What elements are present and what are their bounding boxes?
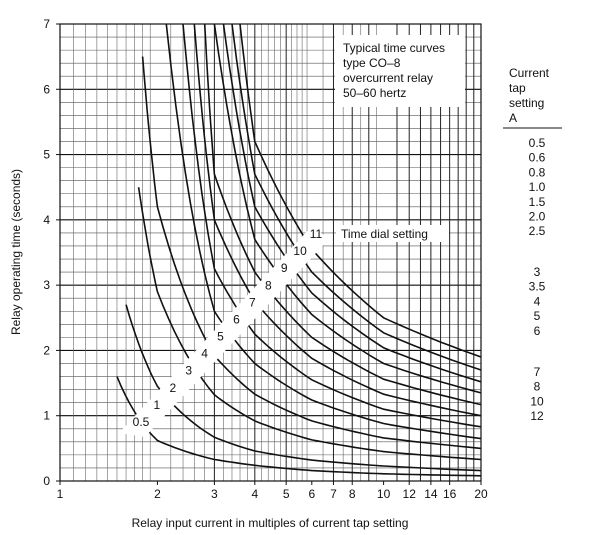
dial-label-5: 5 (217, 330, 224, 344)
tap-value: 0.5 (529, 136, 546, 150)
dial-label-1: 1 (154, 398, 161, 412)
dial-label-band (119, 226, 329, 437)
current-tap-setting-table: Current tap setting A 0.50.60.81.01.52.0… (503, 66, 562, 423)
y-axis-ticks: 0 1 2 3 4 5 6 7 (43, 17, 60, 488)
x-tick-label: 14 (424, 487, 438, 501)
chart-grid (60, 24, 481, 481)
x-tick-label: 3 (211, 487, 218, 501)
time-curve-dial-10 (231, 23, 482, 371)
note-line-2: type CO–8 (343, 56, 401, 70)
tap-value: 6 (534, 324, 541, 338)
x-tick-label: 16 (443, 487, 457, 501)
time-curve-dial-6 (193, 23, 482, 417)
tap-header-line-3: setting (509, 96, 544, 110)
x-tick-label: 20 (474, 487, 488, 501)
time-dial-setting-title: Time dial setting (341, 227, 428, 241)
tap-value: 4 (534, 294, 541, 308)
tap-value: 8 (534, 380, 541, 394)
x-tick-label: 5 (283, 487, 290, 501)
dial-label-8: 8 (265, 278, 272, 292)
note-line-4: 50–60 hertz (343, 86, 406, 100)
time-curve-dial-9 (222, 23, 482, 383)
time-curve-dial-2 (137, 187, 482, 461)
time-curves (116, 23, 482, 477)
time-curve-dial-3 (141, 56, 482, 450)
time-curve-dial-7 (203, 23, 482, 406)
y-tick-label: 1 (43, 409, 50, 423)
x-tick-label: 7 (330, 487, 337, 501)
tap-value: 12 (530, 409, 544, 423)
tap-value: 7 (534, 365, 541, 379)
y-tick-label: 6 (43, 82, 50, 96)
note-line-1: Typical time curves (343, 41, 445, 55)
dial-label-11: 11 (310, 227, 323, 241)
tap-header-line-1: Current (509, 66, 550, 80)
x-axis-title: Relay input current in multiples of curr… (132, 516, 409, 530)
x-tick-label: 6 (308, 487, 315, 501)
y-tick-label: 3 (43, 278, 50, 292)
y-tick-label: 2 (43, 343, 50, 357)
x-tick-label: 10 (377, 487, 391, 501)
tap-header-line-2: tap (509, 81, 526, 95)
time-curve-dial-0-5 (116, 376, 482, 477)
x-axis-ticks: 1 2 3 4 5 6 7 8 10 12 14 16 20 (57, 481, 488, 501)
y-tick-label: 0 (43, 474, 50, 488)
time-curve-dial-5 (182, 23, 482, 428)
tap-value: 2.5 (529, 224, 546, 238)
time-curve-dial-8 (213, 23, 482, 394)
dial-label-3: 3 (185, 364, 192, 378)
dial-label-10: 10 (293, 244, 307, 258)
x-tick-label: 8 (349, 487, 356, 501)
tap-value: 10 (530, 394, 544, 408)
dial-label-4: 4 (201, 347, 208, 361)
note-line-3: overcurrent relay (343, 71, 433, 85)
tap-value: 0.6 (529, 151, 546, 165)
y-tick-label: 7 (43, 17, 50, 31)
time-curve-dial-4 (165, 23, 482, 440)
tap-value: 0.8 (529, 165, 546, 179)
dial-label-7: 7 (249, 295, 256, 309)
y-axis-title: Relay operating time (seconds) (9, 169, 23, 335)
tap-value: 3 (534, 265, 541, 279)
x-tick-label: 2 (154, 487, 161, 501)
tap-value: 3.5 (529, 280, 546, 294)
dial-label-6: 6 (233, 313, 240, 327)
note-box-background (335, 35, 465, 107)
curve-description-box: Typical time curves type CO–8 overcurren… (335, 35, 465, 107)
x-tick-label: 4 (251, 487, 258, 501)
dial-label-9: 9 (281, 261, 288, 275)
tap-value: 5 (534, 309, 541, 323)
time-curve-dial-1 (125, 304, 482, 472)
plot-frame (59, 23, 482, 482)
dial-label-2: 2 (169, 381, 176, 395)
dial-label-0-5: 0.5 (133, 415, 150, 429)
y-tick-label: 4 (43, 213, 50, 227)
x-tick-label: 1 (57, 487, 64, 501)
tap-value: 1.0 (529, 180, 546, 194)
tap-value: 2.0 (529, 210, 546, 224)
y-tick-label: 5 (43, 148, 50, 162)
dial-title-background (336, 225, 449, 242)
tap-header-line-4: A (509, 111, 517, 125)
tap-value: 1.5 (529, 195, 546, 209)
x-tick-label: 12 (403, 487, 417, 501)
